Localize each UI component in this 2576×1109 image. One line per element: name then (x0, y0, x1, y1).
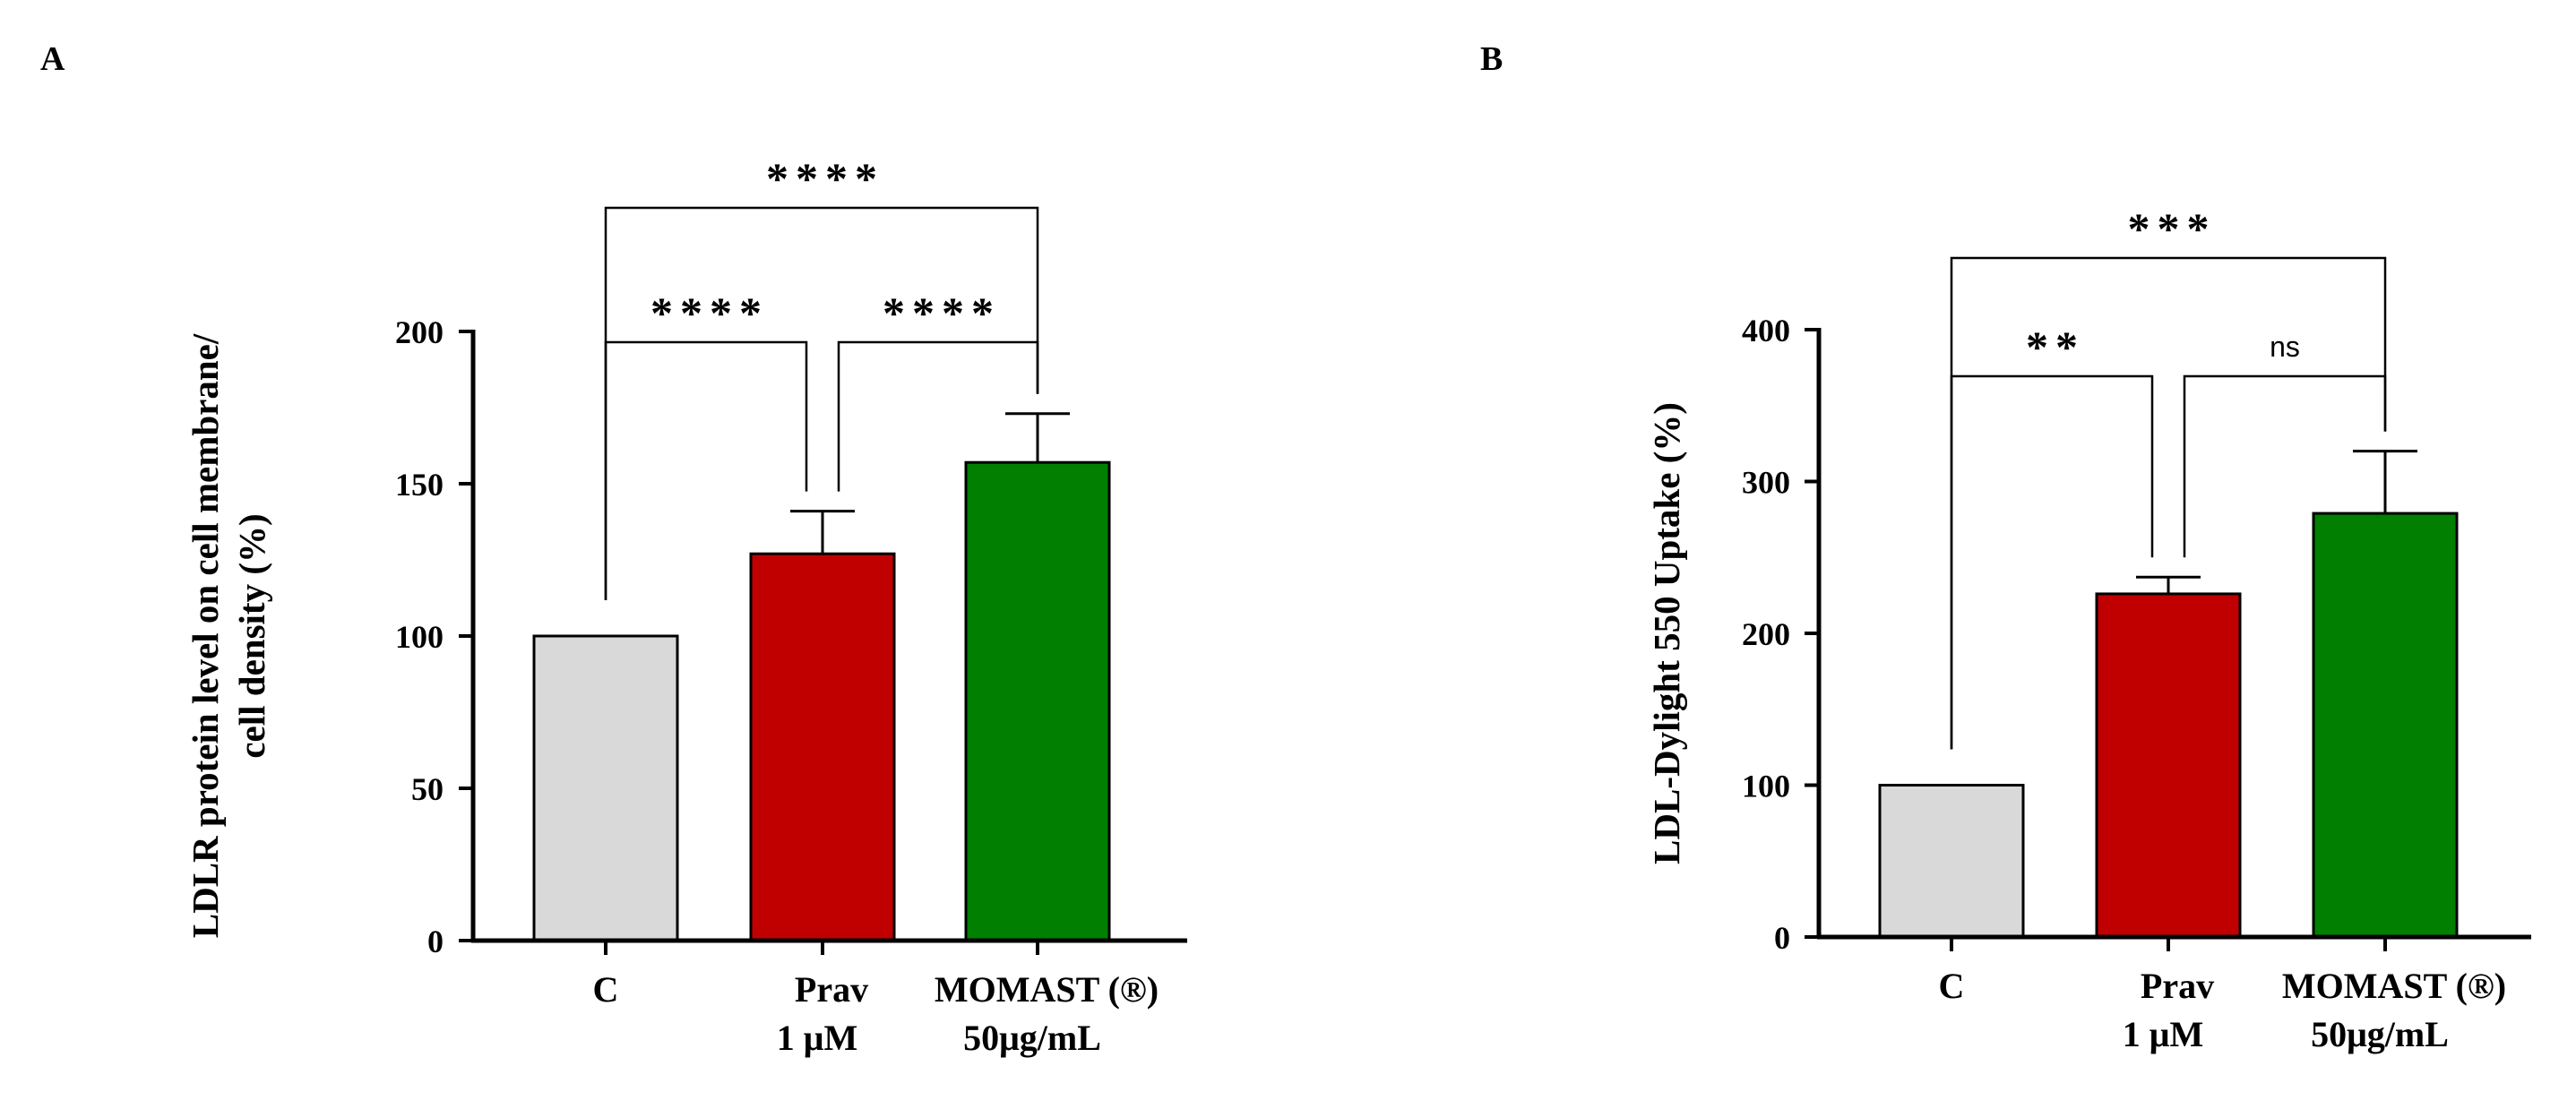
significance-label: **** (650, 288, 769, 338)
y-tick-label: 400 (1742, 313, 1790, 348)
y-tick-label: 200 (395, 314, 444, 350)
significance-bracket (604, 206, 1039, 600)
bar-1 (749, 552, 896, 942)
y-axis-label-line: cell density (%) (231, 513, 272, 758)
y-axis-label-line: LDLR protein level on cell membrane/ (185, 333, 226, 938)
bar-2 (2312, 512, 2459, 939)
chart-panel-a: A LDLR protein level on cell membrane/cel… (40, 40, 1187, 1058)
bar-1 (2095, 592, 2242, 939)
x-category-label: MOMAST (®) (2282, 966, 2506, 1006)
x-category-label: MOMAST (®) (935, 969, 1159, 1010)
significance-label: ** (2026, 322, 2085, 372)
y-axis-label: LDL-Dylight 550 Uptake (%) (1646, 402, 1687, 864)
x-category-label: C (593, 969, 619, 1010)
panel-label: A (40, 40, 65, 78)
x-category-label: C (1939, 966, 1965, 1006)
y-tick-label: 50 (411, 771, 444, 807)
x-category-label: Prav (2141, 966, 2214, 1006)
x-category-label: 50μg/mL (2311, 1014, 2449, 1054)
x-category-label: 1 μM (2123, 1014, 2203, 1054)
y-tick-label: 0 (1774, 920, 1790, 956)
bar-0 (532, 634, 679, 942)
bar-2 (964, 460, 1111, 942)
bar-0 (1878, 784, 2025, 939)
y-axis-label-line: LDL-Dylight 550 Uptake (%) (1646, 402, 1687, 864)
y-axis-label: LDLR protein level on cell membrane/cell… (185, 333, 272, 938)
y-tick-label: 200 (1742, 616, 1790, 652)
significance-label: *** (2128, 203, 2217, 254)
x-category-label: Prav (795, 969, 868, 1010)
x-category-label: 50μg/mL (963, 1018, 1101, 1058)
y-tick-label: 300 (1742, 465, 1790, 501)
y-tick-label: 150 (395, 467, 444, 503)
x-category-label: 1 μM (777, 1018, 857, 1058)
y-tick-label: 0 (427, 924, 444, 959)
significance-label: **** (766, 153, 884, 203)
significance-bracket (1950, 256, 2387, 750)
significance-label: ns (2270, 331, 2300, 363)
significance-label: **** (883, 288, 1001, 338)
panel-label: B (1480, 40, 1503, 78)
y-tick-label: 100 (395, 619, 444, 655)
chart-panel-b: B LDL-Dylight 550 Uptake (%) 0 100 200 300 400… (1480, 40, 2531, 1054)
y-tick-label: 100 (1742, 769, 1790, 804)
